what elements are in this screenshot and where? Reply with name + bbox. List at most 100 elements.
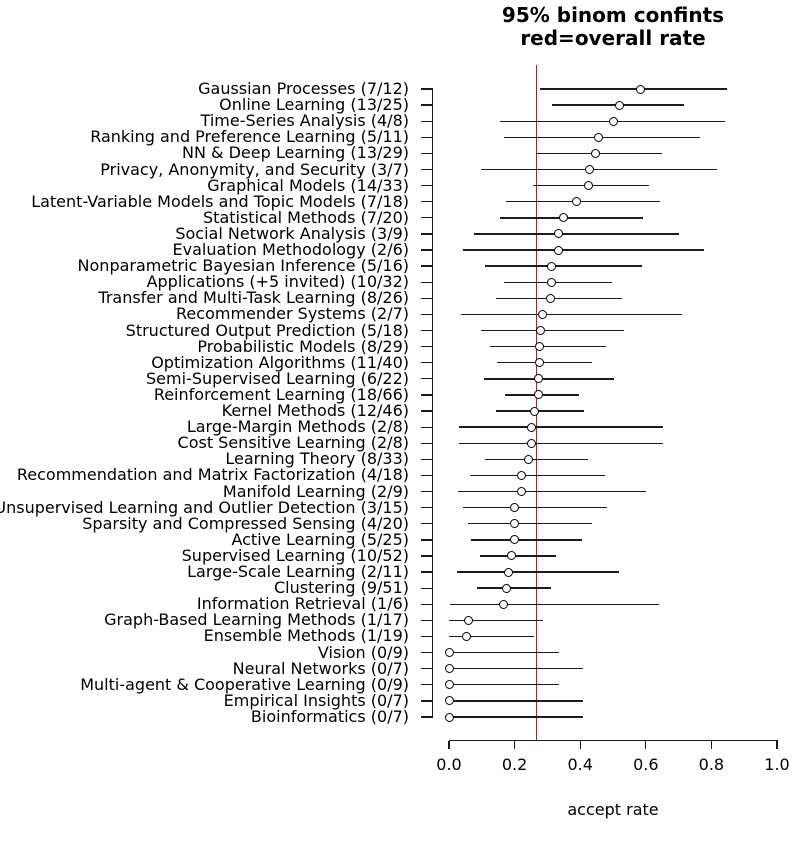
category-label: Learning Theory (8/33) bbox=[225, 449, 409, 469]
x-axis-tick bbox=[776, 741, 778, 749]
rate-point-marker bbox=[559, 213, 569, 223]
rate-point-marker bbox=[444, 696, 454, 706]
x-axis-tick-label: 0.0 bbox=[436, 755, 462, 774]
category-label: Clustering (9/51) bbox=[273, 578, 409, 598]
y-axis-tick bbox=[421, 716, 432, 718]
rate-point-marker bbox=[444, 648, 454, 658]
chart-title-line1: 95% binom confints bbox=[501, 3, 725, 27]
confidence-interval-line bbox=[469, 474, 606, 477]
confidence-interval-line bbox=[459, 442, 663, 444]
confidence-interval-line bbox=[463, 249, 704, 251]
y-axis-tick bbox=[421, 281, 432, 283]
rate-point-marker bbox=[444, 664, 454, 674]
confidence-interval-line bbox=[461, 313, 682, 316]
rate-point-marker bbox=[502, 583, 512, 593]
y-axis-tick bbox=[421, 345, 432, 348]
rate-point-marker bbox=[553, 229, 563, 239]
x-axis-title: accept rate bbox=[567, 800, 659, 819]
confidence-interval-line bbox=[495, 297, 622, 300]
category-label: Large-Scale Learning (2/11) bbox=[187, 562, 409, 582]
category-label: Unsupervised Learning and Outlier Detect… bbox=[0, 497, 409, 517]
y-axis-tick bbox=[421, 265, 432, 267]
category-label: Manifold Learning (2/9) bbox=[222, 481, 409, 501]
rate-point-marker bbox=[635, 84, 645, 94]
rate-point-marker bbox=[499, 599, 509, 609]
category-label: Recommender Systems (2/7) bbox=[176, 304, 409, 324]
rate-point-marker bbox=[534, 390, 544, 400]
rate-point-marker bbox=[615, 100, 625, 110]
y-axis-tick bbox=[421, 619, 432, 622]
x-axis-tick bbox=[448, 741, 450, 749]
y-axis-tick bbox=[421, 571, 432, 573]
y-axis-tick bbox=[421, 700, 432, 702]
confidence-interval-line bbox=[505, 201, 661, 203]
rate-point-marker bbox=[545, 293, 555, 303]
y-axis-tick bbox=[421, 651, 432, 654]
y-axis-tick bbox=[421, 426, 432, 428]
category-label: Information Retrieval (1/6) bbox=[196, 594, 409, 614]
confidence-interval-line bbox=[456, 571, 619, 573]
y-axis-tick bbox=[421, 442, 432, 444]
rate-point-marker bbox=[523, 454, 533, 464]
confidence-interval-line bbox=[484, 378, 614, 380]
rate-point-marker bbox=[444, 680, 454, 690]
y-axis-tick bbox=[421, 297, 432, 299]
confidence-interval-line bbox=[481, 168, 717, 171]
rate-point-marker bbox=[461, 631, 471, 641]
y-axis-tick bbox=[421, 603, 432, 605]
x-axis-tick-label: 0.6 bbox=[633, 755, 659, 774]
confidence-interval-line bbox=[504, 281, 613, 283]
y-axis-tick bbox=[421, 410, 432, 412]
y-axis-tick bbox=[421, 313, 432, 316]
y-axis-tick bbox=[421, 184, 432, 187]
category-label: Bioinformatics (0/7) bbox=[250, 707, 409, 726]
y-axis-tick bbox=[421, 474, 432, 477]
category-label: Optimization Algorithms (11/40) bbox=[151, 352, 409, 372]
y-axis-tick bbox=[421, 394, 432, 396]
y-axis-tick bbox=[421, 668, 432, 670]
y-axis-tick bbox=[421, 152, 432, 155]
rate-point-marker bbox=[534, 374, 544, 384]
y-axis-tick bbox=[421, 378, 432, 380]
y-axis-tick bbox=[421, 635, 432, 638]
rate-point-marker bbox=[510, 519, 520, 529]
confidence-interval-line bbox=[449, 651, 560, 654]
category-label: Ranking and Preference Learning (5/11) bbox=[90, 127, 409, 147]
confidence-interval-line bbox=[449, 716, 584, 718]
y-axis-tick bbox=[421, 217, 432, 219]
y-axis-tick bbox=[421, 507, 432, 509]
confidence-interval-line bbox=[449, 635, 535, 638]
category-label: Probabilistic Models (8/29) bbox=[197, 336, 409, 356]
rate-point-marker bbox=[572, 197, 582, 207]
category-label: Transfer and Multi-Task Learning (8/26) bbox=[98, 288, 409, 308]
confidence-interval-line bbox=[499, 217, 644, 219]
y-axis-tick bbox=[421, 233, 432, 235]
confidence-interval-line bbox=[490, 345, 607, 348]
rate-point-marker bbox=[463, 615, 473, 625]
category-label: Graph-Based Learning Methods (1/17) bbox=[104, 610, 409, 630]
category-label: Gaussian Processes (7/12) bbox=[198, 79, 409, 98]
category-label: Latent-Variable Models and Topic Models … bbox=[31, 191, 409, 211]
confidence-interval-line bbox=[476, 587, 551, 589]
y-axis-tick bbox=[421, 587, 432, 589]
rate-point-marker bbox=[526, 438, 536, 448]
rate-point-marker bbox=[538, 309, 548, 319]
rate-point-marker bbox=[517, 470, 527, 480]
category-label: Recommendation and Matrix Factorization … bbox=[16, 465, 409, 485]
category-label: Ensemble Methods (1/19) bbox=[203, 626, 409, 646]
category-label: Sparsity and Compressed Sensing (4/20) bbox=[82, 513, 409, 533]
category-label: Social Network Analysis (3/9) bbox=[175, 223, 409, 243]
rate-point-marker bbox=[547, 261, 557, 271]
confidence-interval-line bbox=[496, 362, 593, 364]
category-label: Kernel Methods (12/46) bbox=[221, 401, 409, 421]
y-axis-tick bbox=[421, 539, 432, 541]
confidence-interval-line bbox=[450, 603, 660, 605]
x-axis-tick-label: 0.8 bbox=[698, 755, 725, 774]
rate-point-marker bbox=[510, 535, 520, 545]
category-label: Semi-Supervised Learning (6/22) bbox=[146, 368, 409, 388]
confidence-interval-line bbox=[449, 700, 584, 702]
category-label: Reinforcement Learning (18/66) bbox=[153, 384, 409, 404]
confidence-interval-line bbox=[485, 458, 588, 461]
confidence-interval-line bbox=[463, 506, 607, 509]
